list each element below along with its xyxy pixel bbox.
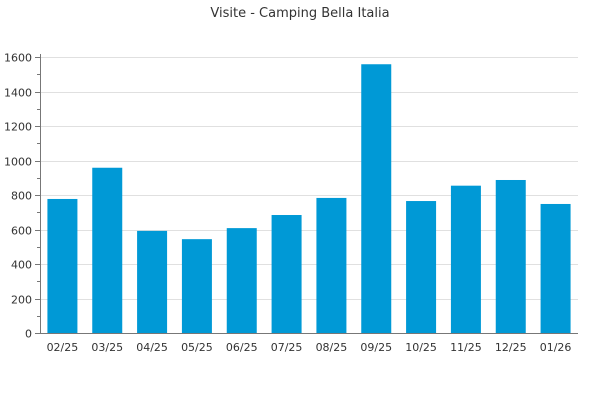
x-tick-label: 10/25 xyxy=(405,341,437,354)
bar xyxy=(271,215,302,333)
bar xyxy=(361,64,392,334)
bar xyxy=(226,228,257,333)
x-tick-label: 11/25 xyxy=(450,341,482,354)
x-tick-label: 03/25 xyxy=(91,341,123,354)
x-tick-label: 12/25 xyxy=(495,341,527,354)
y-tick-label: 1600 xyxy=(4,52,32,65)
bar xyxy=(47,198,78,333)
y-tick-label: 400 xyxy=(11,259,32,272)
y-tick-label: 800 xyxy=(11,190,32,203)
bar xyxy=(406,201,437,333)
x-tick-label: 01/26 xyxy=(540,341,572,354)
y-tick-label: 600 xyxy=(11,225,32,238)
x-tick-label: 02/25 xyxy=(47,341,79,354)
y-tick-label: 1000 xyxy=(4,156,32,169)
chart-title: Visite - Camping Bella Italia xyxy=(210,6,389,21)
x-tick-label: 06/25 xyxy=(226,341,258,354)
x-tick-label: 09/25 xyxy=(360,341,392,354)
bar xyxy=(316,197,347,333)
bar xyxy=(495,179,526,333)
axes: 0 200 400 600 800 1000 1200 1400 1600 02/25 03/25 0… xyxy=(4,52,578,354)
x-tick-label: 05/25 xyxy=(181,341,213,354)
x-tick-label: 04/25 xyxy=(136,341,168,354)
y-tick-label: 0 xyxy=(25,328,32,341)
x-tick-label: 08/25 xyxy=(316,341,348,354)
bar xyxy=(540,203,571,333)
bars xyxy=(47,64,571,334)
y-tick-label: 1400 xyxy=(4,87,32,100)
y-tick-label: 1200 xyxy=(4,121,32,134)
gridlines xyxy=(40,57,578,300)
bar xyxy=(181,239,212,333)
bar xyxy=(137,230,168,333)
x-tick-label: 07/25 xyxy=(271,341,303,354)
bar xyxy=(92,167,123,333)
y-tick-label: 200 xyxy=(11,294,32,307)
bar xyxy=(450,185,481,333)
